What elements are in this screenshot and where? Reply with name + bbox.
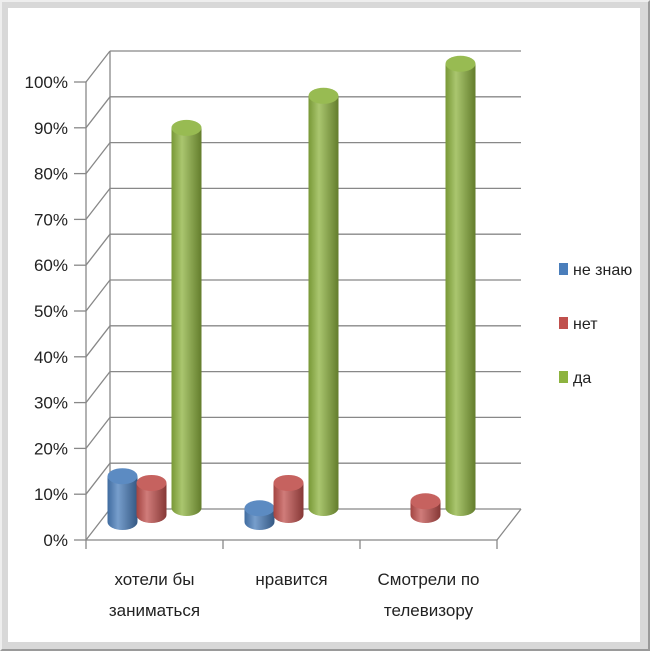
y-tick-label: 70%	[34, 210, 68, 229]
bar-top	[171, 119, 202, 136]
bar-body	[171, 127, 202, 517]
gridline-side	[85, 233, 111, 266]
bar-top	[308, 87, 339, 104]
y-tick-label: 0%	[43, 531, 68, 550]
bar-body	[273, 482, 304, 523]
bar	[136, 474, 167, 523]
gridline-side	[85, 417, 111, 449]
bar-top	[107, 468, 138, 485]
x-tick-label: телевизору	[384, 601, 474, 620]
bar	[273, 474, 304, 523]
legend: не знаю нет да	[559, 262, 632, 387]
bar-top	[445, 55, 476, 72]
bar	[410, 493, 441, 523]
bar-top	[273, 474, 304, 491]
legend-label: да	[573, 370, 591, 387]
y-tick-label: 80%	[34, 165, 68, 184]
legend-swatch	[559, 317, 568, 329]
bar-top	[410, 493, 441, 510]
gridline-side	[85, 50, 111, 83]
gridline-side	[85, 462, 111, 495]
y-tick-label: 60%	[34, 256, 68, 275]
gridline-side	[85, 279, 111, 312]
bar-body	[308, 95, 339, 517]
gridline-side	[85, 508, 111, 541]
gridline-side	[85, 371, 111, 403]
bar-body	[445, 63, 476, 517]
x-tick-label: хотели бы	[115, 570, 195, 589]
bar	[445, 55, 476, 517]
y-tick-label: 40%	[34, 348, 68, 367]
bar-body	[107, 476, 138, 530]
y-tick-label: 100%	[25, 73, 68, 92]
bar-top	[244, 500, 275, 517]
gridline-side	[85, 96, 111, 129]
legend-swatch	[559, 371, 568, 383]
y-tick-label: 30%	[34, 394, 68, 413]
floor-edge	[496, 508, 522, 541]
y-tick-label: 50%	[34, 302, 68, 321]
y-axis-ticks: 0% 10% 20% 30% 40% 50% 60% 70% 80% 90% 100%	[25, 73, 86, 550]
legend-label: не знаю	[573, 262, 632, 279]
bar	[308, 87, 339, 517]
x-tick-label: заниматься	[109, 601, 200, 620]
gridline-side	[85, 325, 111, 358]
x-axis-ticks: хотели бы заниматься нравится Смотрели по те…	[85, 540, 498, 620]
gridline-side	[85, 188, 111, 220]
bar	[171, 119, 202, 517]
y-tick-label: 20%	[34, 439, 68, 458]
x-tick-label: Смотрели по	[378, 570, 480, 589]
bar-top	[136, 474, 167, 491]
y-tick-label: 10%	[34, 485, 68, 504]
bar	[244, 500, 275, 530]
bar	[107, 468, 138, 530]
x-tick-label: нравится	[255, 570, 327, 589]
legend-label: нет	[573, 316, 598, 333]
bars	[107, 55, 476, 530]
gridline-side	[85, 142, 111, 174]
legend-swatch	[559, 263, 568, 275]
bar-body	[136, 482, 167, 523]
y-tick-label: 90%	[34, 119, 68, 138]
